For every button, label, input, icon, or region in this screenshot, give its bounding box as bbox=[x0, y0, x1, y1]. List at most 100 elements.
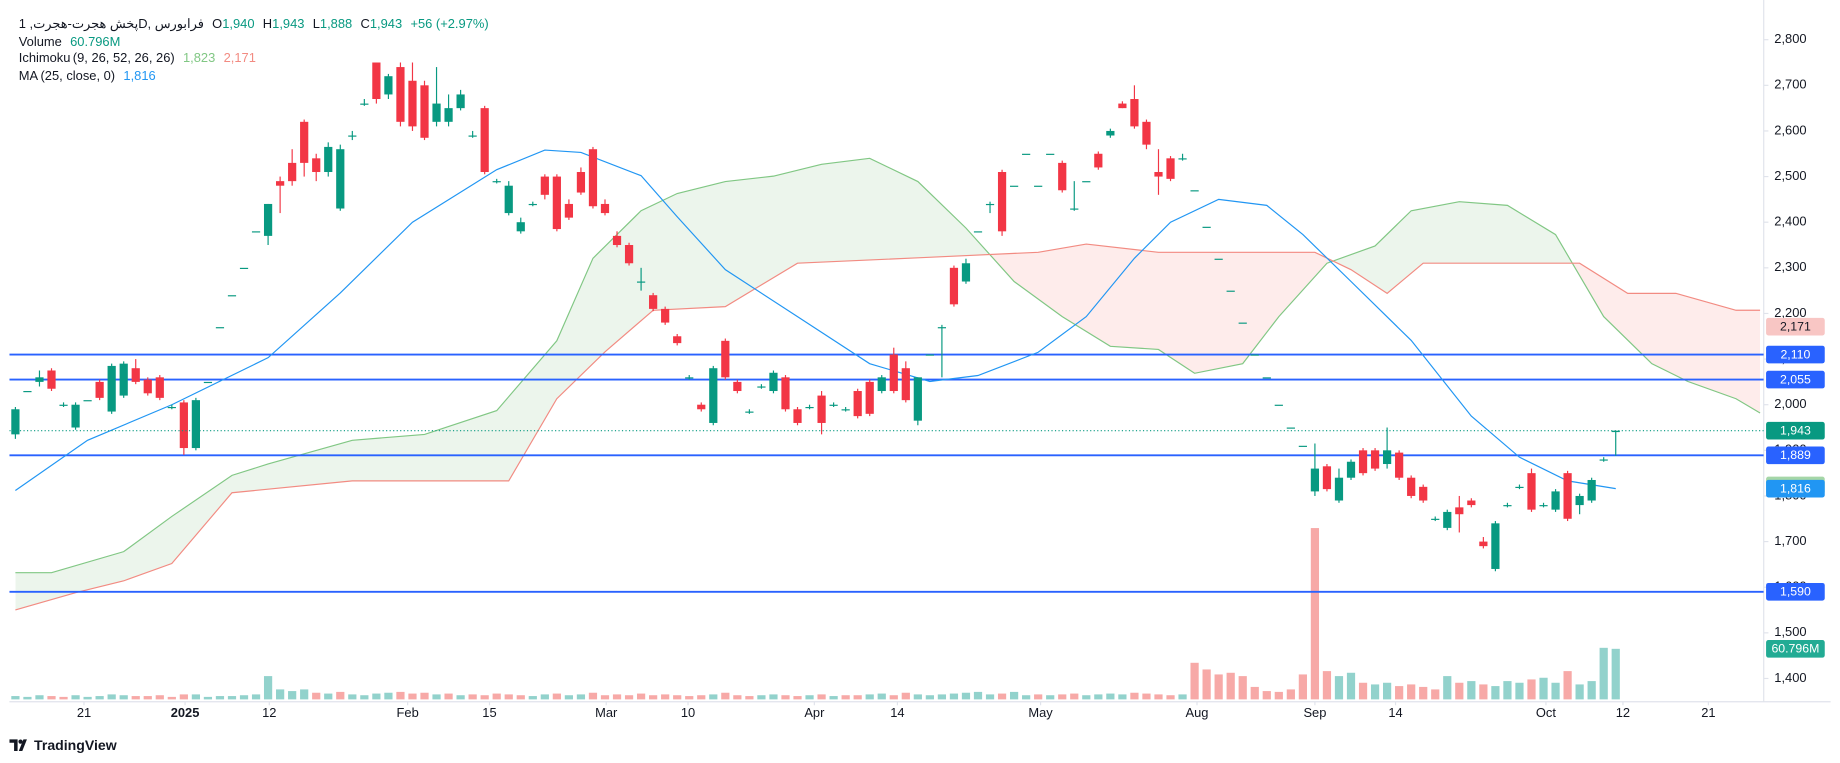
candle-body bbox=[1322, 466, 1332, 490]
ohlc-key: L bbox=[312, 17, 320, 32]
volume-bar bbox=[1262, 691, 1271, 700]
candle-body bbox=[1058, 162, 1067, 191]
candle-body bbox=[444, 108, 453, 122]
candle-body bbox=[1431, 518, 1440, 520]
candle-body bbox=[1515, 486, 1524, 489]
symbol: پخش هجرت-هجرت, 1D, فرابورس bbox=[18, 17, 204, 32]
volume-bar bbox=[1527, 679, 1536, 700]
indicator-value: 60.796M bbox=[70, 34, 121, 49]
plot-area bbox=[9, 62, 1764, 700]
candle-body bbox=[396, 67, 405, 122]
candle-body bbox=[59, 404, 68, 406]
moving-average bbox=[15, 149, 1616, 491]
candle-body bbox=[504, 185, 513, 214]
x-tick-label: Oct bbox=[1536, 705, 1556, 720]
candle-body bbox=[47, 370, 56, 389]
volume-bar bbox=[456, 695, 465, 700]
candle-body bbox=[1082, 181, 1091, 183]
volume-bar bbox=[420, 692, 429, 700]
candle-body bbox=[263, 203, 273, 236]
candle-body bbox=[227, 295, 237, 297]
volume-bar bbox=[1346, 672, 1356, 700]
candle-body bbox=[985, 203, 995, 206]
volume-bar bbox=[288, 691, 297, 700]
candle-body bbox=[1539, 505, 1548, 507]
volume-bar bbox=[937, 694, 947, 700]
volume-bar bbox=[1419, 686, 1428, 700]
volume-bar bbox=[889, 695, 898, 700]
candle-body bbox=[612, 235, 622, 246]
volume-bar bbox=[745, 696, 754, 700]
volume-bar bbox=[1034, 694, 1043, 700]
candle-body bbox=[769, 372, 778, 392]
candle-body bbox=[937, 327, 947, 329]
candle-body bbox=[348, 135, 357, 137]
volume-bar bbox=[1214, 674, 1223, 700]
indicator-params: (9, 26, 52, 26, 26) bbox=[72, 51, 175, 66]
volume-bar bbox=[1431, 689, 1440, 700]
candle-body bbox=[829, 404, 838, 406]
candle-body bbox=[179, 402, 188, 449]
candle-body bbox=[1250, 354, 1259, 356]
candle-body bbox=[805, 406, 814, 409]
x-tick-label: Apr bbox=[804, 705, 825, 720]
line-price-box bbox=[1766, 446, 1825, 465]
candle-body bbox=[865, 381, 874, 414]
candle-body bbox=[1551, 491, 1560, 510]
volume-bar bbox=[155, 695, 164, 700]
candle-body bbox=[480, 108, 489, 173]
candle-body bbox=[757, 386, 766, 388]
candle-body bbox=[709, 368, 718, 423]
volume-bar bbox=[1118, 694, 1127, 700]
change: +56 (+2.97%) bbox=[410, 17, 489, 32]
candle-body bbox=[71, 404, 80, 428]
candle-body bbox=[1419, 486, 1428, 501]
candle-body bbox=[1009, 185, 1019, 187]
leading-span-b bbox=[15, 243, 1761, 611]
x-tick-label: 15 bbox=[482, 705, 496, 720]
volume-bar bbox=[1491, 686, 1500, 700]
brand-logo[interactable]: TradingView bbox=[9, 737, 117, 753]
volume-bar bbox=[540, 694, 549, 700]
volume-bar bbox=[697, 695, 706, 700]
y-tick-label: 2,200 bbox=[1774, 305, 1806, 320]
candle-body bbox=[239, 267, 249, 270]
line-price: 1,889 bbox=[1780, 448, 1811, 462]
volume-bar bbox=[685, 696, 694, 700]
volume-bar bbox=[312, 692, 321, 700]
ma-price-box bbox=[1766, 479, 1825, 498]
candle-body bbox=[276, 181, 285, 186]
candle-body bbox=[588, 149, 598, 207]
volume-bar bbox=[191, 694, 200, 700]
candle-body bbox=[853, 391, 862, 417]
x-tick-label: 21 bbox=[77, 705, 91, 720]
volume-bar bbox=[143, 696, 152, 700]
indicator-name: Ichimoku bbox=[18, 51, 71, 66]
volume-bar bbox=[901, 692, 910, 700]
candle-body bbox=[649, 295, 658, 309]
candle-body bbox=[119, 363, 128, 396]
candle-body bbox=[288, 162, 297, 182]
volume-bar bbox=[709, 694, 718, 700]
volume-bar bbox=[1298, 674, 1307, 700]
candle-body bbox=[1563, 473, 1572, 519]
volume-bar bbox=[1515, 682, 1524, 700]
volume-price: 60.796M bbox=[1771, 642, 1819, 656]
volume-bar bbox=[1479, 684, 1488, 700]
candle-body bbox=[300, 121, 309, 163]
volume-bar bbox=[1611, 648, 1620, 700]
candle-body bbox=[1022, 153, 1031, 155]
volume-bar bbox=[59, 696, 68, 700]
cloud-bullish bbox=[15, 158, 1761, 610]
volume-bar bbox=[853, 695, 862, 700]
candle-body bbox=[203, 381, 213, 384]
ohlc-key: O bbox=[212, 17, 223, 32]
volume-bar bbox=[372, 693, 381, 700]
volume-bar bbox=[480, 695, 489, 700]
volume-bar bbox=[1383, 682, 1392, 700]
volume-bar bbox=[1443, 676, 1452, 700]
volume-bar bbox=[504, 694, 513, 700]
candle-body bbox=[781, 377, 790, 410]
volume-bar bbox=[107, 694, 116, 700]
